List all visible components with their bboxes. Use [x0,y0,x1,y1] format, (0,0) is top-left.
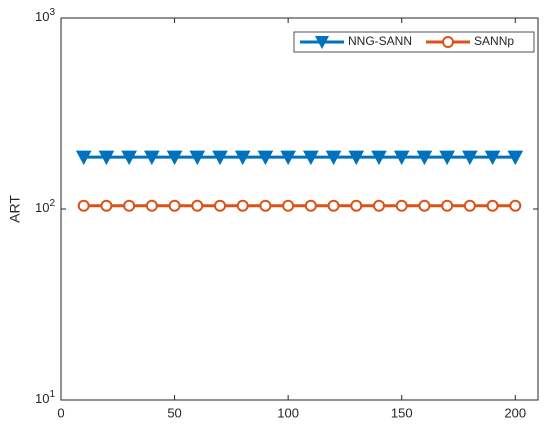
marker [371,150,387,166]
marker [325,150,342,166]
legend-label: NNG-SANN [348,34,412,48]
y-tick-label: 102 [35,198,55,216]
legend-marker [315,36,329,49]
marker [75,150,92,166]
marker [393,150,410,166]
marker [259,199,272,212]
x-tick-label: 200 [504,405,526,420]
marker [486,199,499,212]
marker [212,150,228,166]
marker [304,199,317,212]
x-tick-label: 150 [391,405,413,420]
x-tick-label: 50 [167,405,181,420]
marker [166,150,183,166]
marker [280,150,296,166]
y-tick-label: 101 [35,389,55,407]
marker [214,199,226,212]
y-tick-label: 103 [35,7,55,25]
marker [236,199,249,212]
marker [145,199,158,212]
legend-box [293,31,535,53]
marker [77,199,90,212]
marker [441,199,454,212]
marker [121,150,137,166]
marker [98,150,115,166]
marker [327,199,340,212]
marker [373,199,385,212]
legend-label: SANNp [474,34,514,48]
marker [100,199,113,212]
marker [168,199,181,212]
marker [416,150,433,166]
marker [303,150,319,166]
marker [234,150,251,166]
marker [484,150,501,166]
legend-marker [442,36,455,48]
marker [439,150,455,166]
marker [282,199,295,212]
marker [144,150,160,166]
marker [123,199,136,212]
x-tick-label: 100 [277,405,299,420]
marker [189,150,206,166]
y-axis-label: ART [7,195,23,223]
x-tick-label: 0 [57,405,64,420]
marker [462,150,478,166]
plot-area [60,17,539,401]
marker [463,199,476,212]
marker [509,199,522,212]
marker [395,199,408,212]
marker [257,150,274,166]
marker [507,150,524,166]
marker [191,199,204,212]
marker [350,199,363,212]
marker [348,150,365,166]
marker [418,199,431,212]
